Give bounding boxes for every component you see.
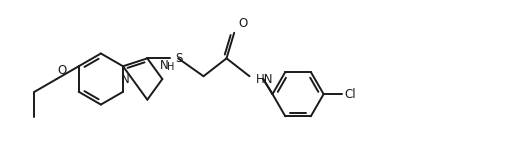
Text: HN: HN bbox=[255, 73, 273, 86]
Text: O: O bbox=[58, 64, 67, 77]
Text: N: N bbox=[121, 73, 129, 86]
Text: S: S bbox=[175, 52, 183, 65]
Text: O: O bbox=[238, 17, 248, 30]
Text: Cl: Cl bbox=[344, 88, 356, 101]
Text: H: H bbox=[167, 62, 175, 72]
Text: N: N bbox=[160, 59, 169, 72]
